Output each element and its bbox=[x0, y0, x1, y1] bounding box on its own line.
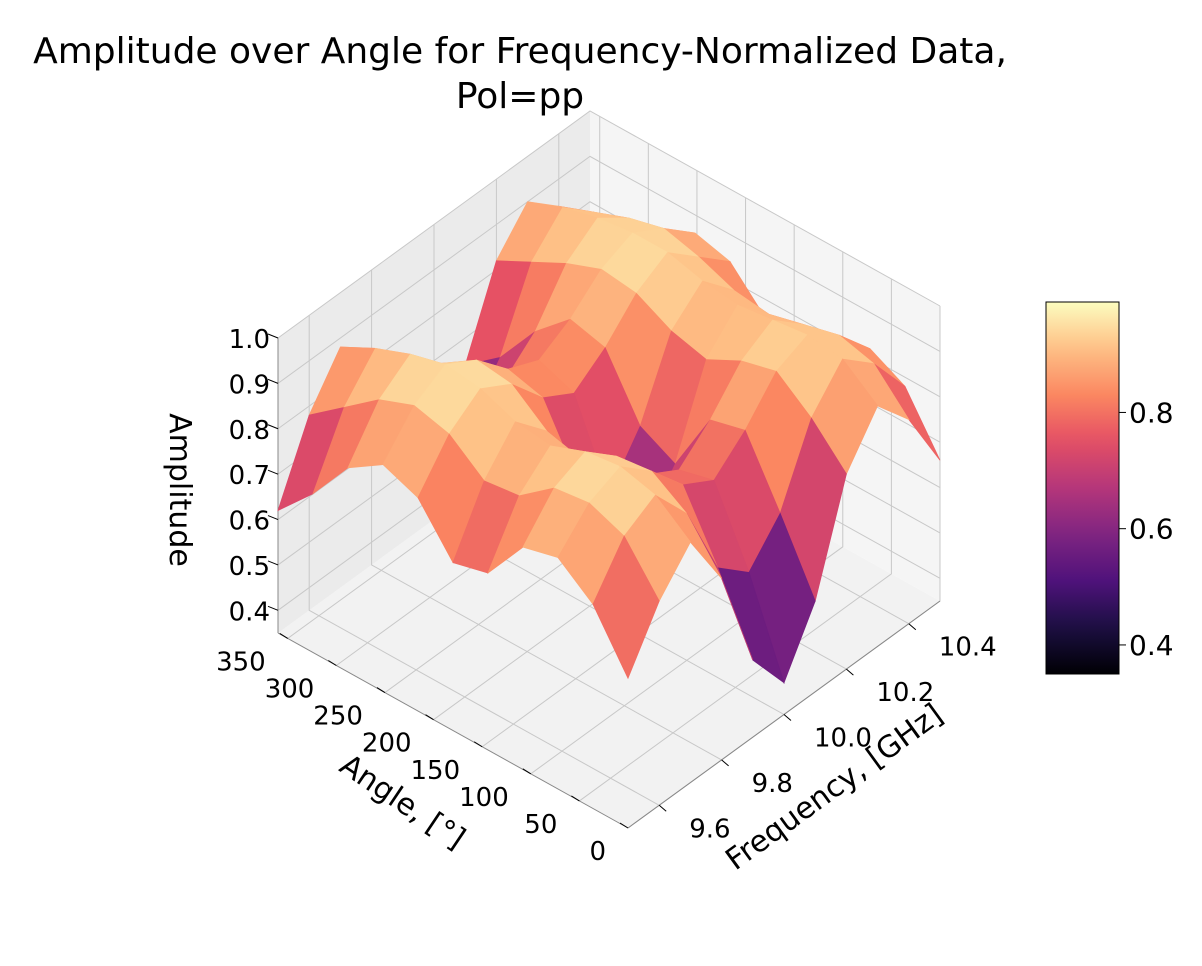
colorbar-tick-label: 0.4 bbox=[1129, 629, 1174, 662]
x-tick-mark bbox=[721, 759, 729, 767]
y-tick-label: 150 bbox=[411, 756, 461, 786]
x-tick-mark bbox=[658, 804, 667, 812]
y-tick-mark bbox=[571, 795, 580, 802]
z-tick-label: 0.4 bbox=[229, 597, 270, 627]
x-tick-label: 10.2 bbox=[876, 678, 934, 708]
grid-line-amplitude bbox=[277, 155, 941, 384]
z-tick-mark bbox=[267, 515, 279, 521]
x-tick-mark bbox=[908, 623, 917, 631]
x-tick-mark bbox=[846, 668, 854, 676]
y-tick-label: 50 bbox=[524, 810, 557, 840]
y-tick-mark bbox=[522, 768, 532, 775]
y-tick-label: 100 bbox=[459, 783, 509, 813]
z-tick-label: 1.0 bbox=[229, 325, 270, 355]
x-tick-label: 10.4 bbox=[939, 633, 997, 663]
y-tick-mark bbox=[328, 660, 337, 666]
z-tick-mark bbox=[267, 333, 279, 339]
y-tick-mark bbox=[376, 687, 386, 694]
y-tick-label: 250 bbox=[313, 702, 363, 732]
surface-patch bbox=[592, 535, 660, 680]
z-tick-mark bbox=[267, 469, 279, 475]
y-tick-mark bbox=[425, 714, 434, 721]
z-tick-label: 0.5 bbox=[229, 552, 270, 582]
z-tick-label: 0.8 bbox=[229, 416, 270, 446]
z-tick-mark bbox=[267, 605, 279, 611]
z-tick-mark bbox=[267, 560, 279, 566]
z-tick-mark bbox=[267, 378, 279, 384]
y-tick-mark bbox=[473, 741, 483, 748]
colorbar-gradient bbox=[1045, 301, 1120, 675]
y-tick-label: 0 bbox=[589, 837, 606, 867]
colorbar-tick-label: 0.8 bbox=[1129, 396, 1174, 429]
grid-line-frequency bbox=[308, 315, 660, 806]
z-tick-label: 0.7 bbox=[229, 461, 270, 491]
x-tick-label: 9.8 bbox=[752, 769, 793, 799]
y-tick-label: 200 bbox=[362, 729, 412, 759]
x-tick-label: 10.0 bbox=[814, 724, 872, 754]
y-tick-label: 350 bbox=[216, 647, 266, 677]
grid-line-amplitude bbox=[277, 110, 941, 339]
y-tick-mark bbox=[619, 822, 629, 829]
chart-title: Amplitude over Angle for Frequency-Norma… bbox=[33, 31, 1007, 72]
z-axis-label: Amplitude bbox=[162, 413, 197, 567]
y-tick-mark bbox=[279, 632, 288, 639]
x-tick-mark bbox=[783, 714, 792, 721]
chart-subtitle: Pol=pp bbox=[455, 76, 585, 117]
y-tick-label: 300 bbox=[265, 675, 315, 705]
x-tick-label: 9.6 bbox=[689, 814, 730, 844]
colorbar-tick-label: 0.6 bbox=[1129, 513, 1174, 546]
z-tick-mark bbox=[267, 424, 279, 430]
z-tick-label: 0.6 bbox=[229, 507, 270, 537]
z-tick-label: 0.9 bbox=[229, 370, 270, 400]
colorbar: 0.4 0.6 0.8 bbox=[1045, 301, 1174, 675]
